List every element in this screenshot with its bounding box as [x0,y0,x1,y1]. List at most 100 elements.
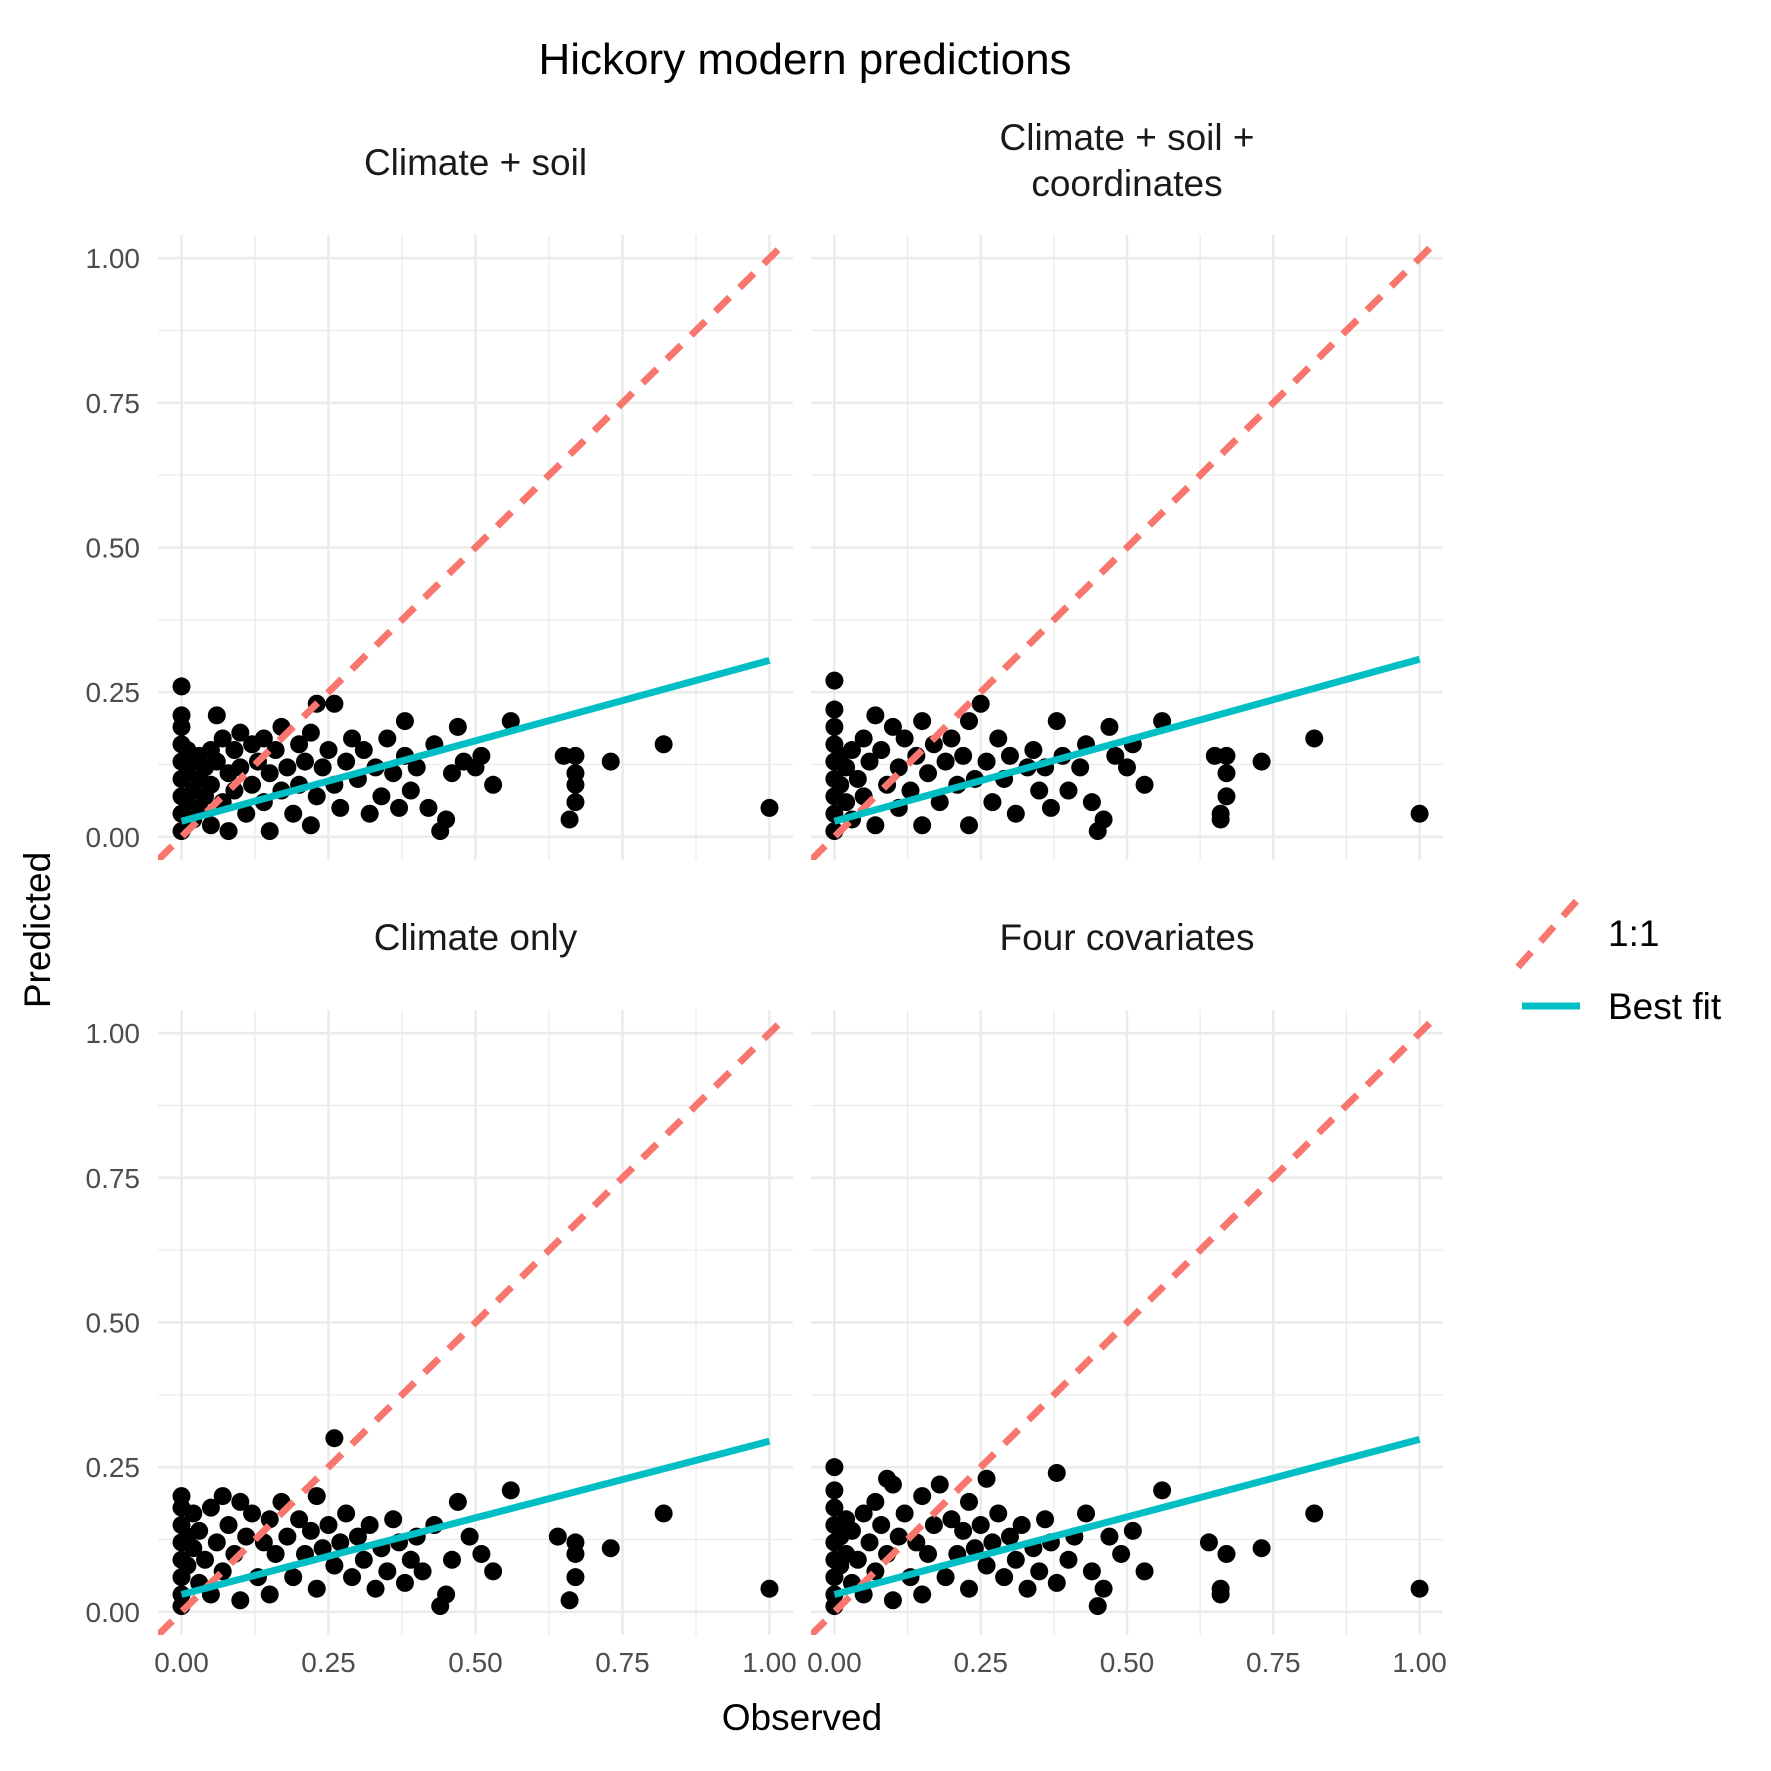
data-point [848,1550,867,1569]
data-point [1252,752,1271,771]
data-point [484,1562,503,1581]
data-point [437,810,456,829]
one-to-one-line [158,1019,784,1635]
data-point [889,758,908,777]
data-point [1211,804,1230,823]
data-point [384,764,403,783]
data-point [1252,1539,1271,1558]
data-point [1012,1516,1031,1535]
data-point [1410,1579,1429,1598]
data-point [913,1487,932,1506]
data-point [560,1591,579,1610]
data-point [501,1481,520,1500]
data-point [337,752,356,771]
data-point [913,712,932,731]
data-point [301,816,320,835]
data-point [1410,804,1429,823]
panel-title-line: coordinates [1031,163,1222,204]
data-point [983,793,1002,812]
data-point [895,729,914,748]
data-point [172,677,191,696]
data-point [1006,1550,1025,1569]
data-point [566,793,585,812]
data-point [566,746,585,765]
data-point [266,1544,285,1563]
data-point [237,1527,256,1546]
data-point [1036,1510,1055,1529]
data-point [1106,746,1125,765]
data-point [237,804,256,823]
best-fit-line [180,1437,771,1598]
data-point [331,798,350,817]
data-point [448,1492,467,1511]
data-point [1006,804,1025,823]
data-point [566,1568,585,1587]
data-point [883,717,902,736]
data-point [442,764,461,783]
data-point [372,787,391,806]
data-point [201,775,220,794]
data-point [1135,1562,1154,1581]
data-point [413,1562,432,1581]
panels-layer: Climate + soil0.000.250.500.751.00Climat… [86,117,1447,1678]
data-point [936,752,955,771]
data-point [825,671,844,690]
data-point [301,1521,320,1540]
panel-title-line: Climate only [374,917,578,958]
data-point [1024,741,1043,760]
data-point [260,1585,279,1604]
data-point [1047,1463,1066,1482]
y-tick-label: 1.00 [86,243,141,274]
data-point [325,1556,344,1575]
data-point [260,764,279,783]
legend-key-one-to-one [1515,894,1583,970]
data-point [889,1527,908,1546]
data-point [1217,1544,1236,1563]
panel-title-line: Climate + soil + [1000,117,1255,158]
data-point [378,729,397,748]
data-point [1199,1533,1218,1552]
data-point [301,723,320,742]
data-point [401,781,420,800]
data-point [1112,1544,1131,1563]
data-point [331,1533,350,1552]
y-tick-label: 1.00 [86,1018,141,1049]
data-point [501,712,520,731]
y-tick-label: 0.00 [86,1597,141,1628]
panel-3: Climate only 0.00 0.25 0.50 0.75 1.00 0.00 0.25… [86,917,797,1678]
data-point [760,1579,779,1598]
data-point [860,752,879,771]
data-point [872,1516,891,1535]
data-point [866,706,885,725]
data-point [1217,787,1236,806]
data-point [378,1562,397,1581]
data-point [1030,1562,1049,1581]
data-point [930,793,949,812]
data-point [1094,1579,1113,1598]
panel-2: Climate + soil + coordinates [811,117,1443,860]
data-point [1082,793,1101,812]
data-point [1217,764,1236,783]
y-tick-label: 0.75 [86,1163,141,1194]
panel-title-line: Four covariates [1000,917,1255,958]
data-point [337,1504,356,1523]
data-point [190,1521,209,1540]
data-point [1041,798,1060,817]
panel-4: Four covariates 0.00 0.25 0.50 0.75 1.00 [807,917,1447,1678]
data-point [548,1527,567,1546]
data-point [960,816,978,835]
data-point [825,717,844,736]
data-point [930,1475,949,1494]
data-point [866,1492,885,1511]
data-point [307,1579,326,1598]
data-point [942,1510,961,1529]
data-point [437,1585,456,1604]
data-point [825,700,844,719]
data-point [313,758,332,777]
data-point [290,1510,309,1529]
data-point [307,1487,326,1506]
data-point [1047,1573,1066,1592]
data-point [1082,1562,1101,1581]
panel-plot-area [811,1019,1434,1635]
